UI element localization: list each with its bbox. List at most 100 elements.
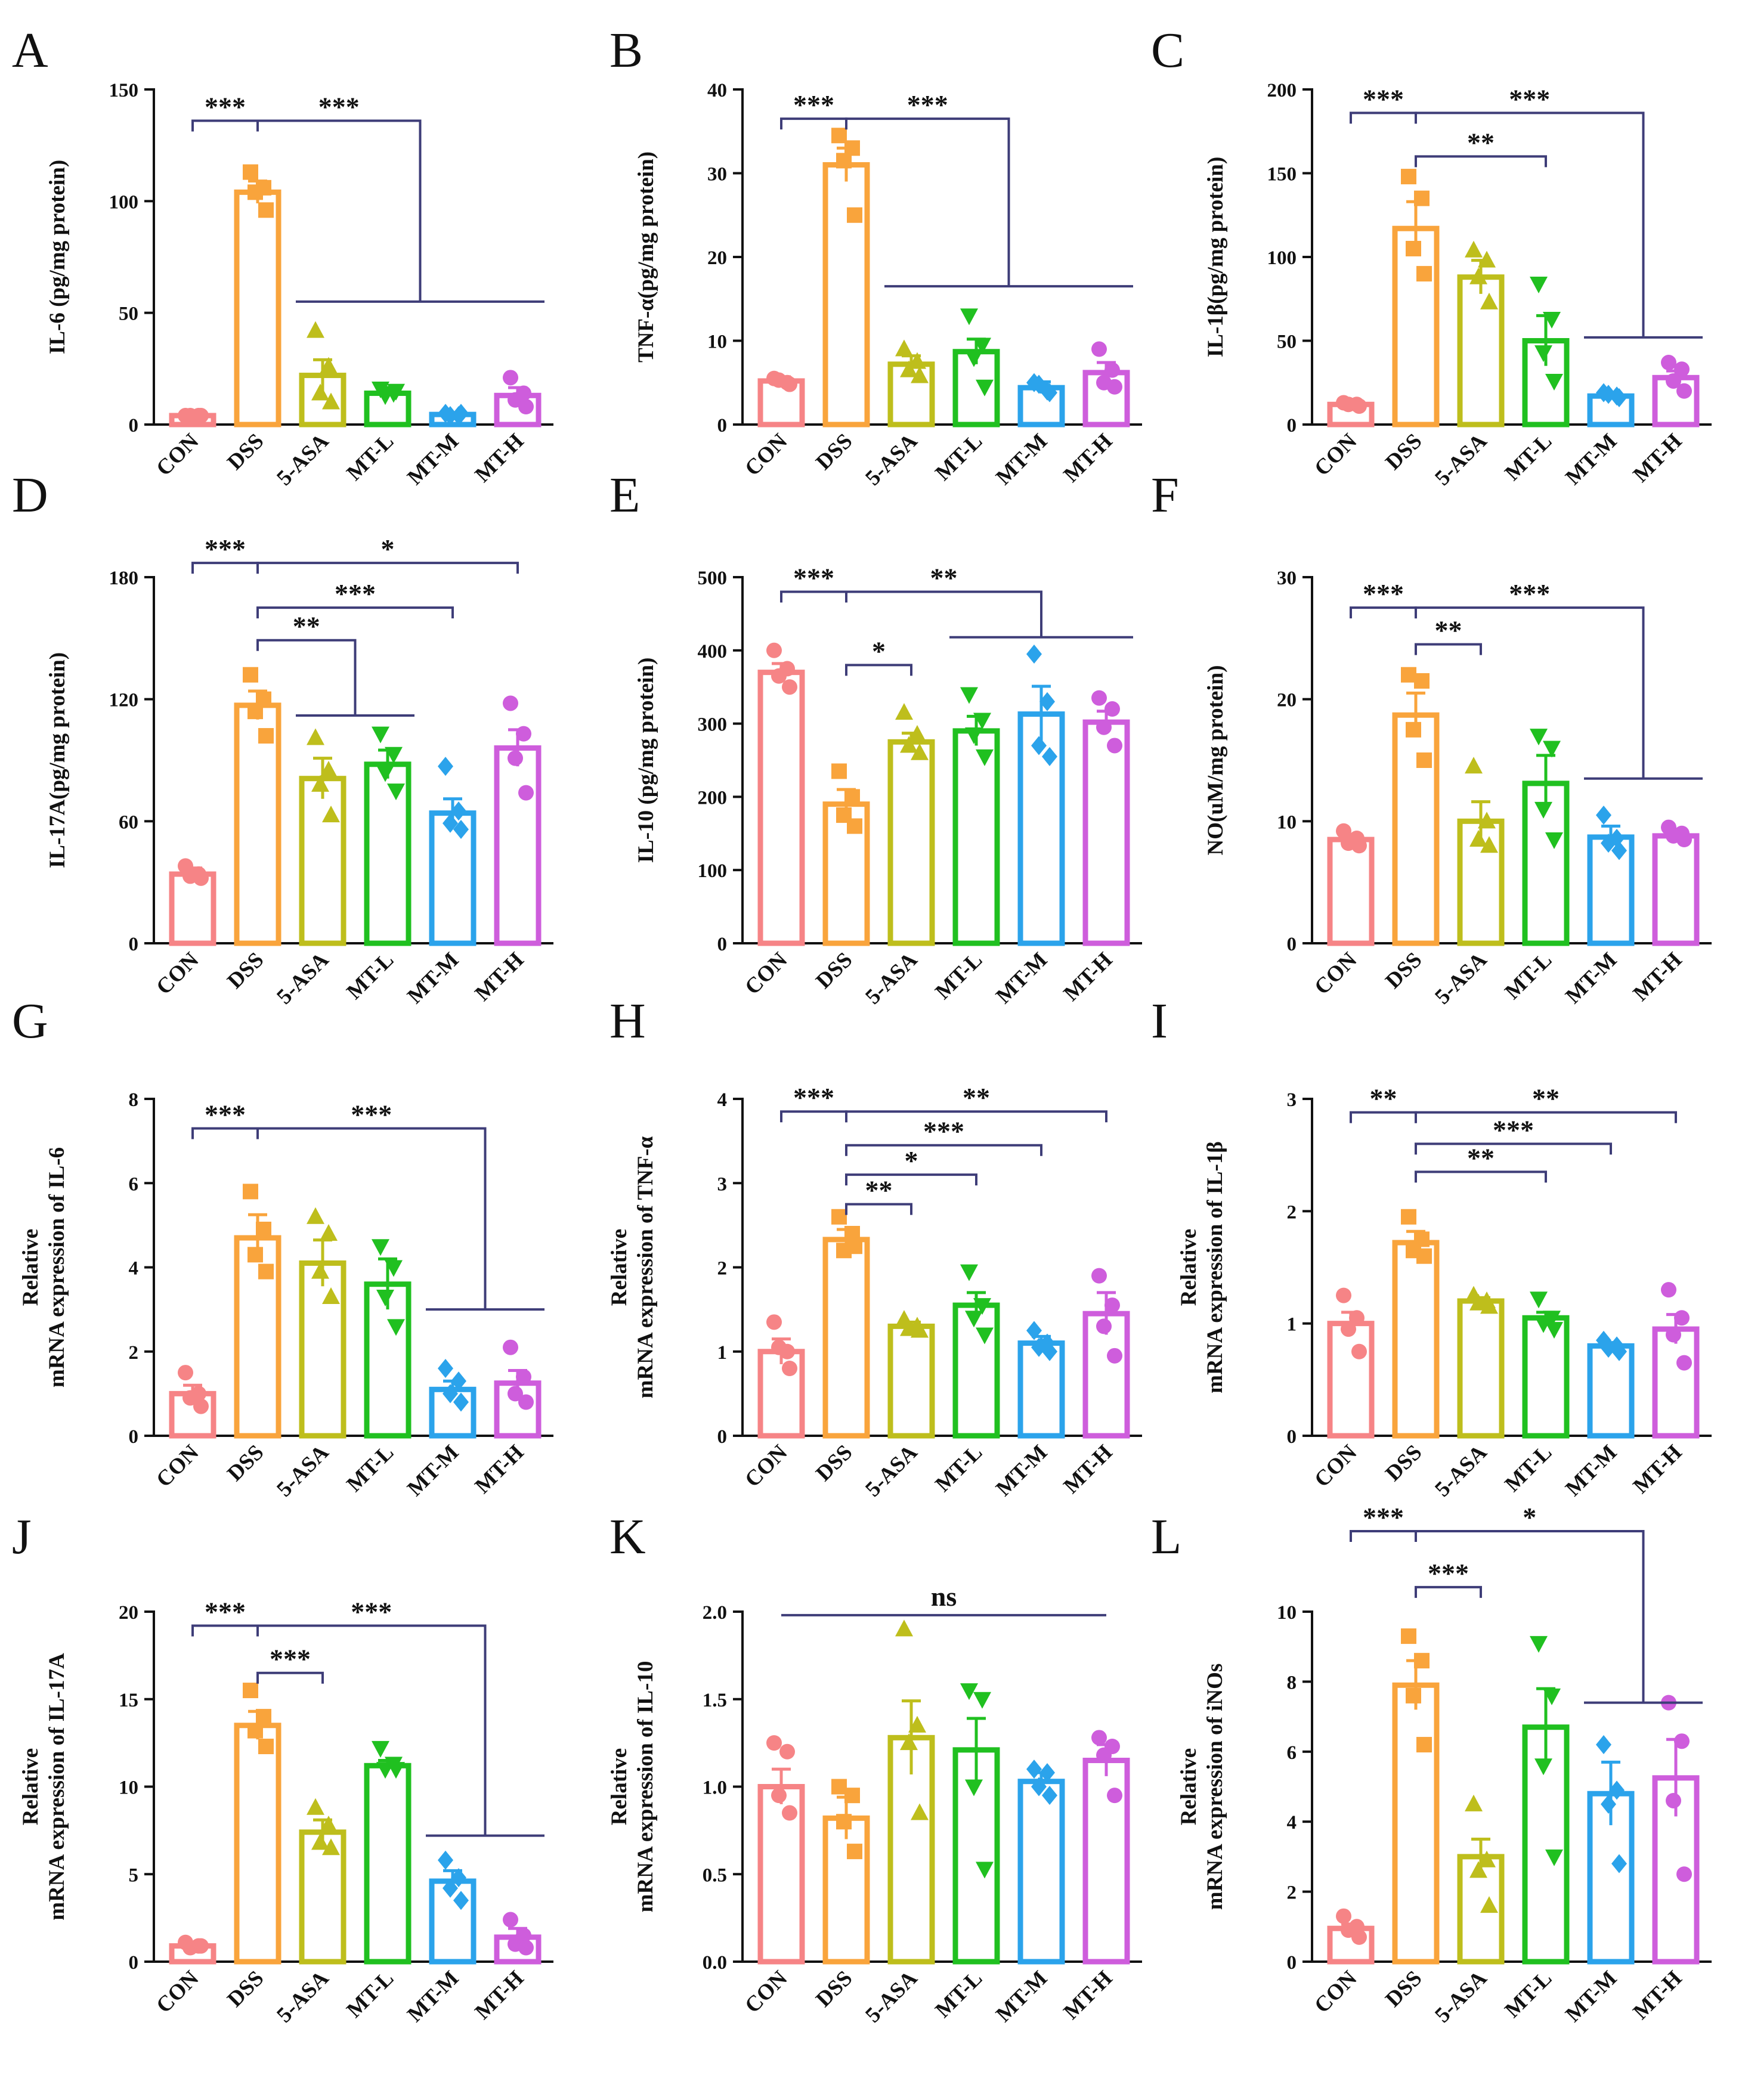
bar-MT-M	[1017, 1779, 1065, 1965]
x-tick-label: DSS	[811, 1966, 857, 2012]
data-point-MT-L	[976, 1861, 994, 1879]
x-tick-label: MT-H	[1629, 1440, 1687, 1498]
significance-label: ***	[923, 1116, 964, 1147]
bar-MT-H	[1652, 1326, 1700, 1439]
y-tick-label: 120	[109, 690, 139, 711]
y-tick-label: 150	[1267, 164, 1297, 185]
data-point-DSS	[258, 728, 274, 744]
significance-label: ***	[335, 578, 376, 609]
y-tick-label: 400	[698, 641, 728, 662]
data-point-DSS	[847, 1238, 862, 1255]
y-tick-label: 6	[1287, 1742, 1297, 1764]
data-point-CON	[182, 1390, 198, 1406]
x-tick-label: MT-M	[1561, 1440, 1622, 1501]
y-axis-label: mRNA expression of IL-6	[45, 1147, 69, 1387]
chart-panel-C: C IL-1β(pg/mg protein) 0 50 100 150 200 CON DSS 5…	[1151, 23, 1712, 490]
x-tick-label: MT-H	[1059, 947, 1118, 1006]
data-point-DSS	[1414, 673, 1430, 689]
data-point-MT-M	[443, 813, 458, 833]
x-tick-label: DSS	[1381, 1966, 1427, 2012]
x-tick-label: MT-M	[403, 1966, 463, 2027]
x-tick-label: 5-ASA	[1430, 947, 1492, 1009]
x-tick-label: DSS	[811, 429, 857, 475]
y-tick-label: 0	[129, 415, 139, 436]
y-tick-label: 200	[1267, 80, 1297, 101]
significance-bracket: **	[256, 611, 414, 717]
data-point-MT-L	[372, 1239, 389, 1256]
data-point-DSS	[1414, 1653, 1430, 1669]
data-point-MT-M	[453, 1392, 469, 1412]
y-axis-label: Relative	[607, 1229, 632, 1306]
y-tick-label: 0	[717, 934, 728, 955]
data-point-MT-H	[1676, 383, 1692, 399]
data-point-MT-H	[518, 785, 534, 801]
data-point-MT-L	[387, 383, 405, 401]
panel-letter: A	[12, 23, 48, 78]
x-tick-label: MT-M	[403, 429, 463, 490]
x-tick-label: MT-H	[1629, 947, 1687, 1006]
bar-5-ASA	[887, 1323, 935, 1439]
data-point-MT-L	[1530, 729, 1548, 746]
data-point-MT-H	[503, 370, 518, 386]
y-axis-label: mRNA expression of TNF-α	[633, 1136, 658, 1398]
data-point-CON	[1351, 1929, 1367, 1945]
data-point-MT-M	[443, 1384, 458, 1404]
x-tick-label: CON	[740, 1966, 792, 2018]
x-tick-label: MT-L	[342, 1440, 398, 1497]
y-tick-label: 10	[119, 1777, 138, 1799]
bar-DSS	[822, 1815, 870, 1965]
data-point-5-ASA	[311, 383, 329, 401]
data-point-MT-L	[960, 308, 978, 326]
data-point-CON	[766, 642, 782, 658]
data-point-MT-M	[1026, 644, 1042, 664]
bar-DSS	[234, 189, 281, 428]
y-tick-label: 0	[1287, 415, 1297, 436]
y-tick-label: 50	[1277, 332, 1297, 353]
bar-5-ASA	[1457, 1298, 1505, 1439]
x-tick-label: DSS	[1381, 429, 1427, 475]
significance-label: **	[865, 1175, 893, 1206]
y-axis-label: IL-6 (pg/mg protein)	[45, 160, 70, 354]
significance-bracket: ***	[191, 534, 259, 574]
data-point-5-ASA	[311, 1262, 329, 1279]
x-tick-label: CON	[1310, 1966, 1362, 2018]
data-point-5-ASA	[307, 1798, 324, 1815]
y-tick-label: 20	[119, 1602, 138, 1624]
data-point-DSS	[847, 1844, 862, 1860]
significance-bracket: ***	[256, 1099, 544, 1311]
data-point-MT-L	[387, 1762, 405, 1779]
significance-label: ***	[318, 91, 360, 122]
significance-label: ***	[205, 1099, 246, 1129]
y-tick-label: 0	[717, 415, 728, 436]
data-point-5-ASA	[1480, 1896, 1498, 1913]
data-point-MT-L	[965, 1779, 983, 1797]
data-point-MT-L	[973, 337, 991, 355]
y-tick-label: 10	[1277, 1602, 1297, 1624]
bar-MT-M	[429, 810, 477, 946]
data-point-MT-M	[1026, 1760, 1042, 1779]
data-point-MT-L	[376, 388, 394, 405]
data-point-DSS	[1416, 1248, 1432, 1264]
x-tick-label: DSS	[811, 1440, 857, 1486]
significance-bracket: ***	[780, 1082, 847, 1123]
data-point-MT-L	[976, 379, 994, 397]
data-point-MT-L	[965, 1311, 983, 1328]
significance-label: ***	[1363, 1502, 1404, 1532]
data-point-DSS	[831, 128, 847, 144]
y-tick-label: 150	[109, 80, 139, 101]
data-point-5-ASA	[911, 1803, 929, 1820]
y-tick-label: 300	[698, 714, 728, 736]
data-point-CON	[1351, 838, 1367, 854]
data-point-MT-H	[1674, 1733, 1690, 1749]
bar-5-ASA	[299, 1260, 346, 1439]
data-point-MT-L	[1534, 345, 1552, 363]
bar-DSS	[1392, 712, 1440, 946]
bar-MT-H	[1082, 1757, 1130, 1965]
data-point-MT-L	[976, 1327, 994, 1345]
bar-5-ASA	[1457, 274, 1505, 428]
data-point-CON	[766, 1735, 782, 1751]
data-point-MT-L	[965, 350, 983, 367]
bar-DSS	[822, 162, 870, 428]
data-point-DSS	[1416, 266, 1432, 282]
data-point-MT-H	[1666, 1327, 1681, 1343]
